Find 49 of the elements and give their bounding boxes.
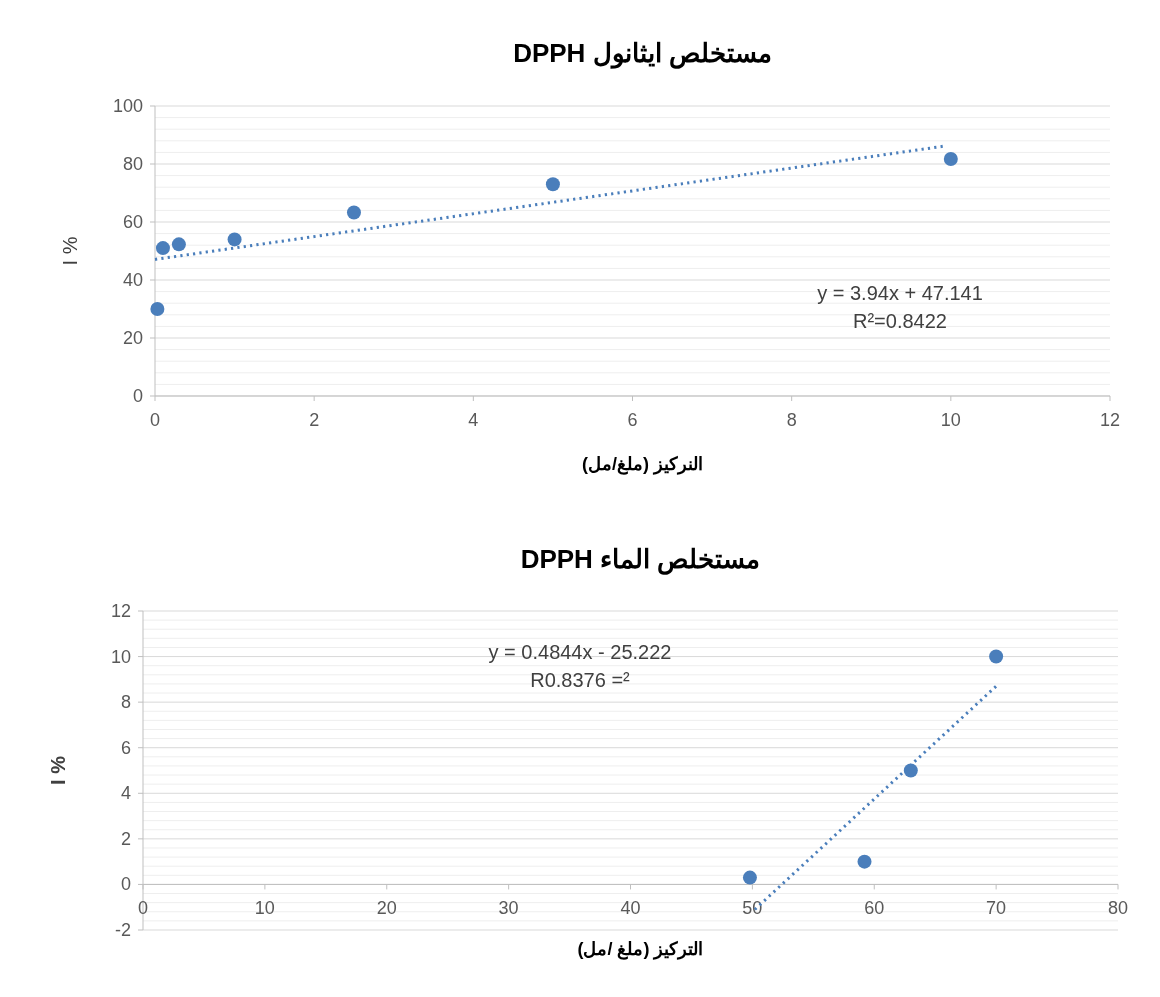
y-tick-label: 100 (112, 96, 143, 116)
y-tick-label: -2 (114, 920, 131, 940)
annotation: y = 3.94x + 47.141 (817, 282, 983, 304)
y-tick-label: 20 (122, 328, 143, 348)
y-tick-label: 6 (120, 737, 131, 758)
y-tick-label: 0 (132, 386, 143, 406)
x-tick-label: 40 (620, 898, 641, 919)
x-tick-label: 12 (1099, 410, 1121, 430)
y-axis-title: I % (59, 236, 81, 266)
chart-title: مستخلص الماء DPPH (520, 544, 761, 575)
chart-title: مستخلص ايثانول DPPH (513, 38, 772, 69)
y-tick-label: 8 (120, 692, 131, 713)
point (171, 237, 186, 252)
point (150, 302, 165, 316)
x-axis-title: النركيز (ملغ/مل) (582, 454, 703, 475)
point (346, 205, 361, 220)
x-tick-label: 8 (786, 410, 797, 430)
point (857, 854, 872, 869)
annotation: R²=0.8422 (853, 310, 947, 332)
y-tick-label: 60 (122, 212, 143, 232)
x-tick-label: 2 (309, 410, 320, 430)
x-tick-label: 0 (149, 410, 161, 430)
point (155, 241, 170, 256)
x-tick-label: 80 (1107, 898, 1129, 919)
x-tick-label: 70 (986, 898, 1007, 919)
x-tick-label: 50 (742, 898, 763, 919)
y-tick-label: 80 (122, 154, 143, 174)
y-tick-label: 10 (110, 646, 131, 667)
point (545, 177, 560, 192)
y-tick-label: 40 (122, 270, 143, 290)
y-axis-title: I % (47, 755, 69, 785)
point (742, 870, 757, 885)
x-tick-label: 6 (627, 410, 638, 430)
x-tick-label: 10 (940, 410, 961, 430)
point (989, 649, 1004, 664)
point (227, 232, 242, 247)
x-tick-label: 10 (254, 898, 275, 919)
annotation: y = 0.4844x - 25.222 (488, 641, 672, 663)
y-tick-label: 4 (120, 783, 131, 804)
x-tick-label: 60 (864, 898, 885, 919)
x-tick-label: 20 (376, 898, 397, 919)
point (943, 152, 958, 167)
x-tick-label: 30 (498, 898, 519, 919)
x-axis-title: التركيز (ملغ /مل) (577, 939, 704, 960)
y-tick-label: 0 (120, 874, 131, 895)
annotation: R0.8376 =² (530, 669, 631, 691)
y-tick-label: 2 (120, 828, 131, 849)
y-tick-label: 12 (110, 601, 131, 621)
x-tick-label: 4 (468, 410, 479, 430)
